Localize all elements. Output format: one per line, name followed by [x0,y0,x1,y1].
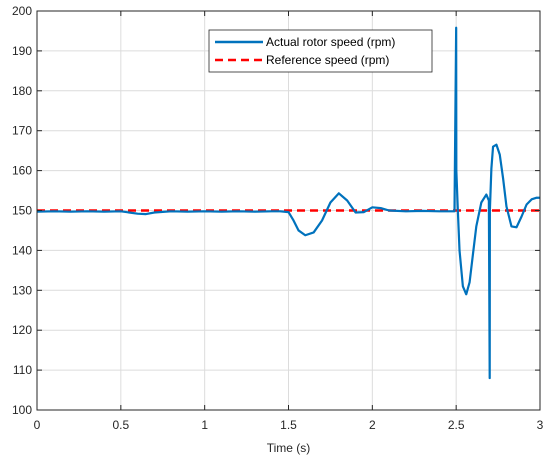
y-tick-label: 110 [13,363,32,377]
x-tick-label: 1 [201,418,208,432]
legend: Actual rotor speed (rpm) Reference speed… [208,29,433,73]
y-tick-label: 180 [12,84,32,98]
y-tick-label: 120 [12,323,32,337]
legend-label-reference-speed: Reference speed (rpm) [266,53,389,67]
tick-labels: 0 0.5 1 1.5 2 2.5 3 100 110 120 130 140 150 160 170 180… [12,4,544,432]
x-tick-label: 0.5 [112,418,129,432]
y-tick-label: 130 [12,283,32,297]
x-tick-label: 0 [34,418,41,432]
y-tick-label: 200 [12,4,32,18]
axis-ticks [36,10,541,411]
x-axis-label: Time (s) [267,441,311,455]
y-tick-label: 140 [12,243,32,257]
legend-box [208,29,433,73]
x-tick-label: 2.5 [448,418,465,432]
y-tick-label: 160 [12,164,32,178]
y-tick-label: 170 [12,124,32,138]
x-tick-label: 1.5 [280,418,297,432]
legend-label-actual-rotor-speed: Actual rotor speed (rpm) [266,35,395,49]
series-layer [36,26,540,380]
series-line-actual-rotor-speed [36,26,540,380]
y-tick-label: 100 [12,403,32,417]
x-tick-label: 2 [369,418,376,432]
x-tick-label: 3 [537,418,544,432]
y-tick-label: 150 [12,204,32,218]
y-tick-label: 190 [12,44,32,58]
